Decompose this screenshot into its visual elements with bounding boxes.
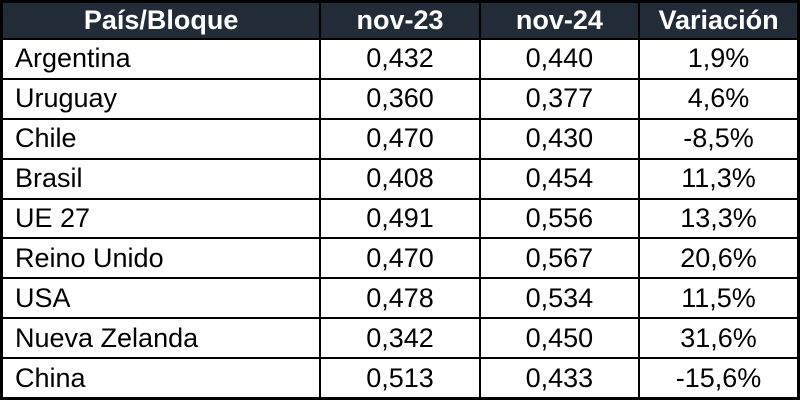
table-row: USA 0,478 0,534 11,5%	[0, 277, 800, 320]
nov23-cell: 0,408	[319, 157, 481, 200]
nov24-cell: 0,377	[478, 77, 641, 120]
country-cell: Argentina	[0, 38, 322, 80]
variacion-cell: 11,3%	[638, 157, 800, 200]
country-cell: USA	[0, 277, 322, 320]
header-nov-24: nov-24	[478, 0, 641, 40]
table-row: Chile 0,470 0,430 -8,5%	[0, 117, 800, 160]
header-pais-bloque: País/Bloque	[0, 0, 322, 40]
nov24-cell: 0,556	[478, 197, 641, 240]
variacion-cell: 4,6%	[638, 77, 800, 120]
nov23-cell: 0,360	[319, 77, 481, 120]
variacion-cell: 11,5%	[638, 277, 800, 320]
nov23-cell: 0,342	[319, 317, 481, 359]
nov23-cell: 0,478	[319, 277, 481, 320]
table-body: Argentina 0,432 0,440 1,9% Uruguay 0,360 0,377…	[0, 38, 800, 400]
table-row: Brasil 0,408 0,454 11,3%	[0, 157, 800, 200]
nov24-cell: 0,450	[478, 317, 641, 359]
nov24-cell: 0,440	[478, 38, 641, 80]
nov24-cell: 0,430	[478, 117, 641, 160]
variacion-cell: -15,6%	[638, 357, 800, 400]
country-cell: Uruguay	[0, 77, 322, 120]
country-cell: Nueva Zelanda	[0, 317, 322, 359]
header-variacion: Variación	[638, 0, 800, 40]
nov24-cell: 0,534	[478, 277, 641, 320]
variacion-cell: -8,5%	[638, 117, 800, 160]
table-header-row: País/Bloque nov-23 nov-24 Variación	[0, 0, 800, 40]
table-row: Uruguay 0,360 0,377 4,6%	[0, 77, 800, 120]
country-cell: China	[0, 357, 322, 400]
nov23-cell: 0,513	[319, 357, 481, 400]
nov24-cell: 0,567	[478, 237, 641, 280]
variacion-cell: 13,3%	[638, 197, 800, 240]
table-row: China 0,513 0,433 -15,6%	[0, 357, 800, 400]
country-cell: Brasil	[0, 157, 322, 200]
nov24-cell: 0,454	[478, 157, 641, 200]
table-row: Reino Unido 0,470 0,567 20,6%	[0, 237, 800, 280]
country-cell: UE 27	[0, 197, 322, 240]
nov23-cell: 0,470	[319, 117, 481, 160]
table-row: Nueva Zelanda 0,342 0,450 31,6%	[0, 317, 800, 359]
table-row: Argentina 0,432 0,440 1,9%	[0, 38, 800, 80]
nov24-cell: 0,433	[478, 357, 641, 400]
country-cell: Reino Unido	[0, 237, 322, 280]
nov23-cell: 0,470	[319, 237, 481, 280]
variacion-cell: 1,9%	[638, 38, 800, 80]
header-nov-23: nov-23	[319, 0, 481, 40]
variacion-cell: 31,6%	[638, 317, 800, 359]
nov23-cell: 0,432	[319, 38, 481, 80]
table-row: UE 27 0,491 0,556 13,3%	[0, 197, 800, 240]
nov23-cell: 0,491	[319, 197, 481, 240]
country-cell: Chile	[0, 117, 322, 160]
variacion-cell: 20,6%	[638, 237, 800, 280]
